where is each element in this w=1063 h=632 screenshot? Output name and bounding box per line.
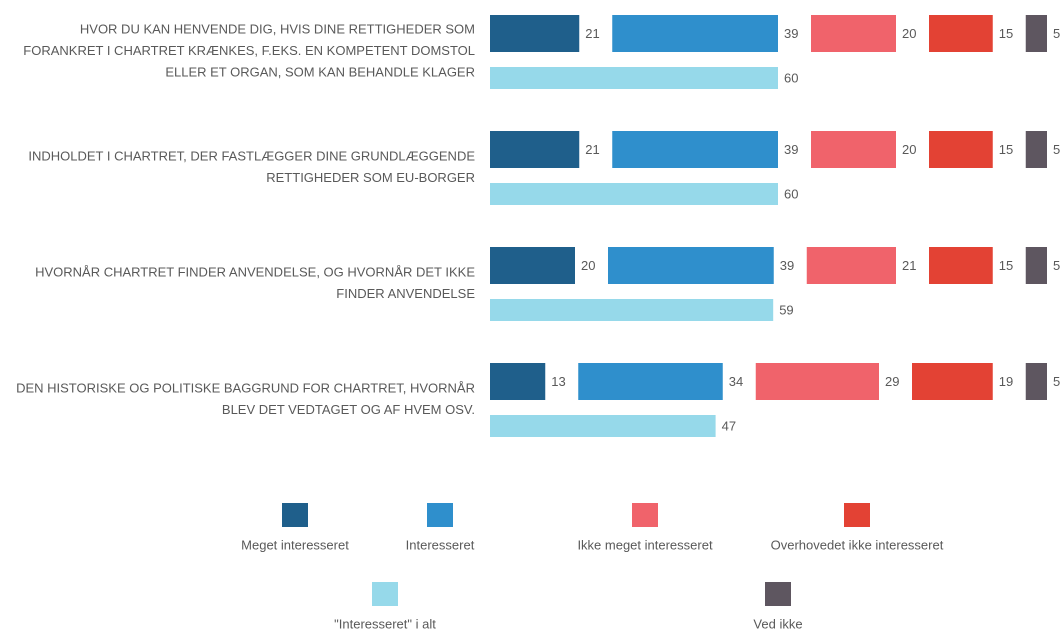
legend-swatch <box>427 503 453 527</box>
legend-swatch <box>632 503 658 527</box>
legend-swatch <box>765 582 791 606</box>
value-label: 59 <box>779 302 793 317</box>
bar-segment <box>1025 131 1047 168</box>
value-label: 5 <box>1053 26 1060 41</box>
bar-segment <box>1025 247 1047 284</box>
value-label: 15 <box>999 26 1013 41</box>
category-label: HVOR DU KAN HENVENDE DIG, HVIS DINE RETT… <box>23 22 475 80</box>
legend-label: "Interesseret" i alt <box>334 616 436 631</box>
value-label: 5 <box>1053 258 1060 273</box>
legend-label: Meget interesseret <box>241 537 349 552</box>
category-label: HVORNÅR CHARTRET FINDER ANVENDELSE, OG H… <box>35 265 475 302</box>
bar-segment <box>608 247 774 284</box>
value-label: 15 <box>999 258 1013 273</box>
category-label: DEN HISTORISKE OG POLITISKE BAGGRUND FOR… <box>16 381 475 418</box>
bar-segment <box>490 363 546 400</box>
bar-segment <box>490 247 575 284</box>
bar-segment <box>1025 15 1047 52</box>
legend-swatch <box>282 503 308 527</box>
value-label: 39 <box>780 258 794 273</box>
legend-swatch <box>372 582 398 606</box>
bar-segment <box>490 131 580 168</box>
value-label: 60 <box>784 70 798 85</box>
value-label: 19 <box>999 374 1013 389</box>
legend-label: Ved ikke <box>753 616 802 631</box>
bar-segment <box>612 131 778 168</box>
legend-label: Ikke meget interesseret <box>577 537 713 552</box>
total-bar <box>490 67 778 89</box>
value-label: 20 <box>902 142 916 157</box>
value-label: 5 <box>1053 374 1060 389</box>
value-label: 34 <box>729 374 743 389</box>
value-label: 5 <box>1053 142 1060 157</box>
bar-segment <box>490 15 580 52</box>
category-label: INDHOLDET I CHARTRET, DER FASTLÆGGER DIN… <box>28 149 475 186</box>
bar-segment <box>811 131 896 168</box>
bar-segment <box>929 247 993 284</box>
legend-label: Overhovedet ikke interesseret <box>771 537 944 552</box>
bar-segment <box>929 131 993 168</box>
bar-segment <box>612 15 778 52</box>
value-label: 60 <box>784 186 798 201</box>
value-label: 21 <box>585 26 599 41</box>
bar-segment <box>755 363 879 400</box>
value-label: 47 <box>722 418 736 433</box>
bar-segment <box>1025 363 1047 400</box>
bar-segment <box>811 15 896 52</box>
total-bar <box>490 299 774 321</box>
total-bar <box>490 415 716 437</box>
value-label: 39 <box>784 26 798 41</box>
value-label: 21 <box>902 258 916 273</box>
legend-swatch <box>844 503 870 527</box>
value-label: 13 <box>551 374 565 389</box>
value-label: 20 <box>581 258 595 273</box>
value-label: 21 <box>585 142 599 157</box>
value-label: 15 <box>999 142 1013 157</box>
value-label: 39 <box>784 142 798 157</box>
value-label: 20 <box>902 26 916 41</box>
bar-segment <box>806 247 896 284</box>
bar-segment <box>578 363 723 400</box>
bar-segment <box>929 15 993 52</box>
legend-label: Interesseret <box>406 537 475 552</box>
bar-segment <box>912 363 993 400</box>
total-bar <box>490 183 778 205</box>
value-label: 29 <box>885 374 899 389</box>
